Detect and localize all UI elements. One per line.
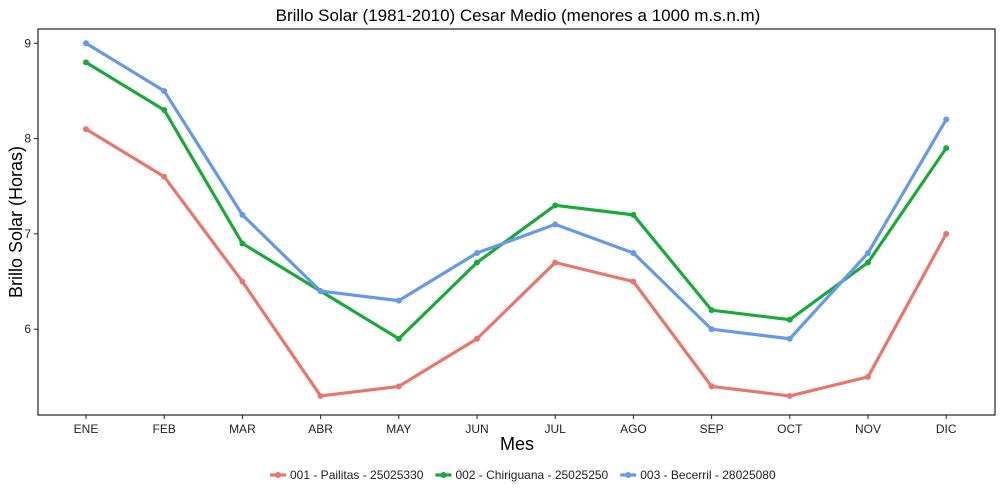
data-point [786,316,793,323]
data-point [943,145,950,152]
data-point [708,326,715,333]
data-point [83,126,89,133]
legend-label: 002 - Chiriguana - 25025250 [455,468,608,482]
data-point [630,278,637,285]
data-point [708,307,715,314]
data-point [474,259,480,266]
series-3 [83,40,950,342]
y-tick-label: 7 [24,227,31,241]
legend-item: 001 - Pailitas - 25025330 [270,468,424,482]
x-axis: ENE FEB MAR ABR MAY JUN JUL AGO SEP OCT NOV DIC [74,415,957,436]
series-line [84,41,948,341]
x-tick-label: JUL [545,422,567,436]
data-point [395,383,402,390]
data-point [865,249,871,256]
data-point [943,230,950,237]
data-point [786,335,793,342]
chart-title: Brillo Solar (1981-2010) Cesar Medio (me… [276,6,761,25]
y-tick-label: 9 [24,36,31,50]
plot-frame [37,28,996,416]
legend-swatch-point [275,472,281,478]
data-point [865,373,871,380]
data-point [161,107,168,114]
series-line [84,60,948,341]
y-tick-label: 8 [24,132,31,146]
y-tick-label: 6 [24,322,31,336]
legend-item: 002 - Chiriguana - 25025250 [435,468,609,482]
x-tick-label: AGO [620,422,647,436]
y-axis-title: Brillo Solar (Horas) [6,146,26,298]
x-tick-label: NOV [855,422,881,436]
data-point [239,278,246,285]
data-point [161,173,168,180]
data-point [317,392,324,399]
x-tick-label: MAY [386,422,411,436]
data-point [474,335,480,342]
legend-label: 003 - Becerril - 28025080 [640,468,776,482]
y-axis: 6 7 8 9 [24,36,38,336]
x-tick-label: FEB [153,422,176,436]
data-point [395,335,402,342]
data-point [239,211,246,218]
data-point [83,40,89,47]
data-point [552,259,559,266]
legend-label: 001 - Pailitas - 25025330 [290,468,424,482]
data-point [943,116,950,123]
series-layer [83,40,950,399]
x-axis-title: Mes [500,434,534,454]
data-point [630,211,637,218]
x-tick-label: OCT [777,422,803,436]
data-point [239,240,246,247]
legend: 001 - Pailitas - 25025330 002 - Chiriguan… [270,468,776,482]
data-point [474,249,480,256]
legend-item: 003 - Becerril - 28025080 [620,468,776,482]
data-point [395,297,402,304]
x-tick-label: ENE [74,422,99,436]
data-point [708,383,715,390]
x-tick-label: SEP [700,422,724,436]
x-tick-label: JUN [465,422,488,436]
data-point [317,288,324,295]
data-point [83,59,89,66]
data-point [552,202,559,209]
legend-swatch-point [625,472,632,478]
legend-swatch-point [440,472,447,478]
data-point [161,87,168,94]
data-point [865,259,871,266]
data-point [786,392,793,399]
data-point [552,221,559,228]
x-tick-label: MAR [229,422,256,436]
x-tick-label: DIC [936,422,957,436]
x-tick-label: ABR [308,422,333,436]
series-1 [83,126,950,399]
data-point [630,249,637,256]
series-line [84,127,948,398]
